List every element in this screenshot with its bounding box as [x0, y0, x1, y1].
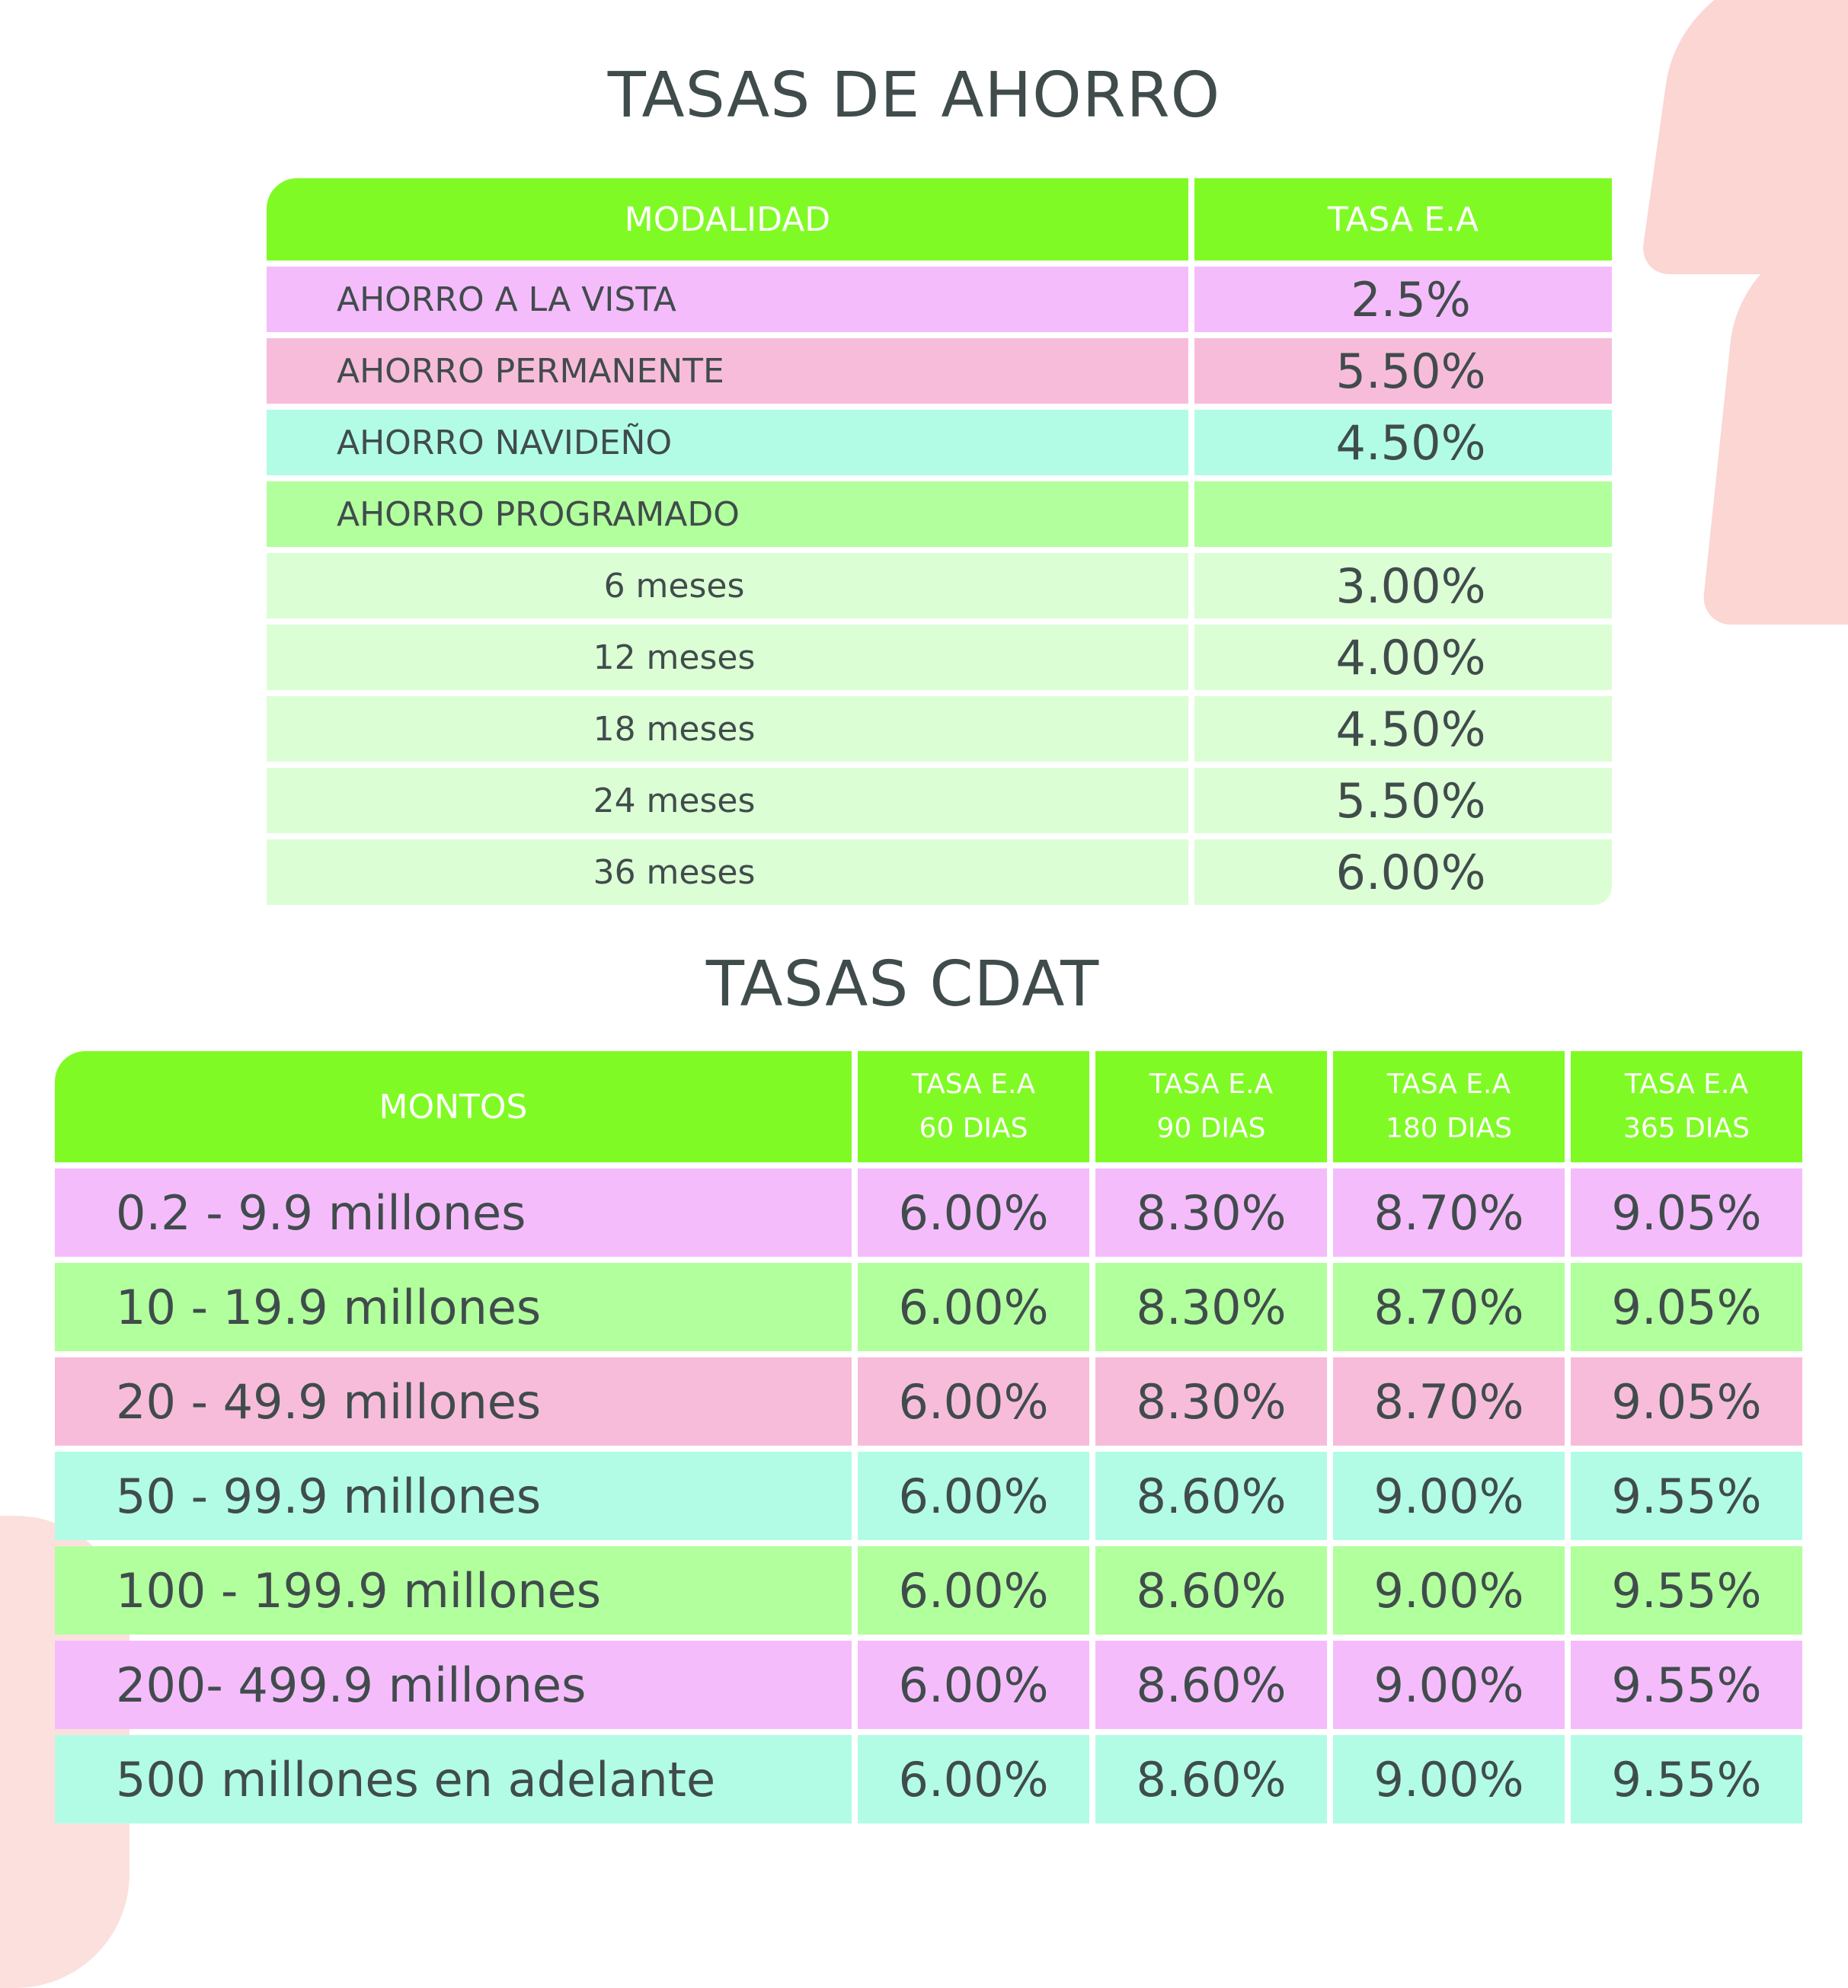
rate-180: 9.00% [1333, 1735, 1565, 1823]
rate-180: 8.70% [1333, 1168, 1565, 1257]
header-line1: TASA E.A [911, 1069, 1036, 1100]
header-line2: 180 DIAS [1386, 1113, 1512, 1144]
rate-180: 9.00% [1333, 1452, 1565, 1540]
table-row: AHORRO PERMANENTE 5.50% [267, 338, 1612, 404]
row-rate: 2.5% [1194, 267, 1612, 332]
rate-180: 8.70% [1333, 1263, 1565, 1351]
table-row: 12 meses 4.00% [267, 625, 1612, 690]
row-label: 12 meses [267, 625, 1188, 690]
row-label: AHORRO A LA VISTA [267, 267, 1188, 332]
decor-shape-right [1700, 229, 1848, 625]
table-row: 18 meses 4.50% [267, 696, 1612, 762]
rate-90: 8.60% [1095, 1735, 1327, 1823]
table-row: 50 - 99.9 millones 6.00% 8.60% 9.00% 9.5… [55, 1452, 1802, 1540]
row-rate: 4.50% [1194, 696, 1612, 762]
rate-365: 9.55% [1571, 1452, 1802, 1540]
row-label: 20 - 49.9 millones [55, 1357, 852, 1446]
rate-90: 8.30% [1095, 1168, 1327, 1257]
rate-60: 6.00% [858, 1735, 1089, 1823]
header-365-dias: TASA E.A 365 DIAS [1571, 1051, 1802, 1162]
row-label: 50 - 99.9 millones [55, 1452, 852, 1540]
rate-365: 9.05% [1571, 1357, 1802, 1446]
row-label: 6 meses [267, 553, 1188, 618]
header-line2: 90 DIAS [1156, 1113, 1266, 1144]
table-row: 200- 499.9 millones 6.00% 8.60% 9.00% 9.… [55, 1641, 1802, 1729]
row-label: AHORRO PROGRAMADO [267, 481, 1188, 547]
header-180-dias: TASA E.A 180 DIAS [1333, 1051, 1565, 1162]
row-rate: 5.50% [1194, 338, 1612, 404]
table-row: 20 - 49.9 millones 6.00% 8.30% 8.70% 9.0… [55, 1357, 1802, 1446]
rate-90: 8.60% [1095, 1452, 1327, 1540]
header-60-dias: TASA E.A 60 DIAS [858, 1051, 1089, 1162]
table-row: 6 meses 3.00% [267, 553, 1612, 618]
rate-60: 6.00% [858, 1168, 1089, 1257]
rate-365: 9.05% [1571, 1168, 1802, 1257]
rate-365: 9.55% [1571, 1641, 1802, 1729]
rate-90: 8.30% [1095, 1357, 1327, 1446]
table-row: 24 meses 5.50% [267, 768, 1612, 833]
rate-90: 8.30% [1095, 1263, 1327, 1351]
table-row: 0.2 - 9.9 millones 6.00% 8.30% 8.70% 9.0… [55, 1168, 1802, 1257]
header-line1: TASA E.A [1149, 1069, 1274, 1100]
row-label: AHORRO PERMANENTE [267, 338, 1188, 404]
row-rate: 4.50% [1194, 410, 1612, 475]
rate-180: 9.00% [1333, 1641, 1565, 1729]
row-label: AHORRO NAVIDEÑO [267, 410, 1188, 475]
table-row: 100 - 199.9 millones 6.00% 8.60% 9.00% 9… [55, 1546, 1802, 1635]
decor-shape-top-right [1639, 0, 1848, 274]
table-row: AHORRO NAVIDEÑO 4.50% [267, 410, 1612, 475]
header-90-dias: TASA E.A 90 DIAS [1095, 1051, 1327, 1162]
table-row: 36 meses 6.00% [267, 839, 1612, 905]
row-rate [1194, 481, 1612, 547]
row-rate: 4.00% [1194, 625, 1612, 690]
row-label: 500 millones en adelante [55, 1735, 852, 1823]
row-label: 0.2 - 9.9 millones [55, 1168, 852, 1257]
rate-60: 6.00% [858, 1641, 1089, 1729]
rate-365: 9.05% [1571, 1263, 1802, 1351]
row-label: 10 - 19.9 millones [55, 1263, 852, 1351]
row-rate: 3.00% [1194, 553, 1612, 618]
ahorro-table: MODALIDAD TASA E.A AHORRO A LA VISTA 2.5… [261, 172, 1618, 911]
rate-90: 8.60% [1095, 1546, 1327, 1635]
rate-180: 8.70% [1333, 1357, 1565, 1446]
header-modalidad: MODALIDAD [267, 178, 1188, 260]
cdat-table: MONTOS TASA E.A 60 DIAS TASA E.A 90 DIAS… [49, 1045, 1808, 1830]
row-rate: 5.50% [1194, 768, 1612, 833]
table-row: AHORRO PROGRAMADO [267, 481, 1612, 547]
row-rate: 6.00% [1194, 839, 1612, 905]
header-line1: TASA E.A [1386, 1069, 1511, 1100]
row-label: 36 meses [267, 839, 1188, 905]
table-row: AHORRO A LA VISTA 2.5% [267, 267, 1612, 332]
rate-60: 6.00% [858, 1263, 1089, 1351]
rate-60: 6.00% [858, 1357, 1089, 1446]
header-line2: 365 DIAS [1623, 1113, 1750, 1144]
rate-180: 9.00% [1333, 1546, 1565, 1635]
table-row: 500 millones en adelante 6.00% 8.60% 9.0… [55, 1735, 1802, 1823]
ahorro-title: TASAS DE AHORRO [607, 59, 1221, 132]
row-label: 100 - 199.9 millones [55, 1546, 852, 1635]
rate-365: 9.55% [1571, 1735, 1802, 1823]
row-label: 24 meses [267, 768, 1188, 833]
rate-60: 6.00% [858, 1452, 1089, 1540]
row-label: 18 meses [267, 696, 1188, 762]
rate-365: 9.55% [1571, 1546, 1802, 1635]
cdat-title: TASAS CDAT [705, 948, 1100, 1021]
header-tasa: TASA E.A [1194, 178, 1612, 260]
header-line1: TASA E.A [1624, 1069, 1749, 1100]
rate-60: 6.00% [858, 1546, 1089, 1635]
table-row: 10 - 19.9 millones 6.00% 8.30% 8.70% 9.0… [55, 1263, 1802, 1351]
row-label: 200- 499.9 millones [55, 1641, 852, 1729]
cdat-header-row: MONTOS TASA E.A 60 DIAS TASA E.A 90 DIAS… [55, 1051, 1802, 1162]
header-montos: MONTOS [55, 1051, 852, 1162]
header-line2: 60 DIAS [919, 1113, 1028, 1144]
rate-90: 8.60% [1095, 1641, 1327, 1729]
ahorro-header-row: MODALIDAD TASA E.A [267, 178, 1612, 260]
